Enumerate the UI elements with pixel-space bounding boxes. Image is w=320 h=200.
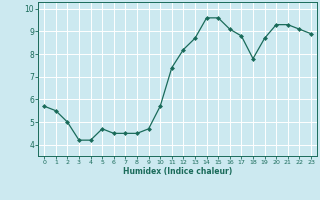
X-axis label: Humidex (Indice chaleur): Humidex (Indice chaleur) — [123, 167, 232, 176]
